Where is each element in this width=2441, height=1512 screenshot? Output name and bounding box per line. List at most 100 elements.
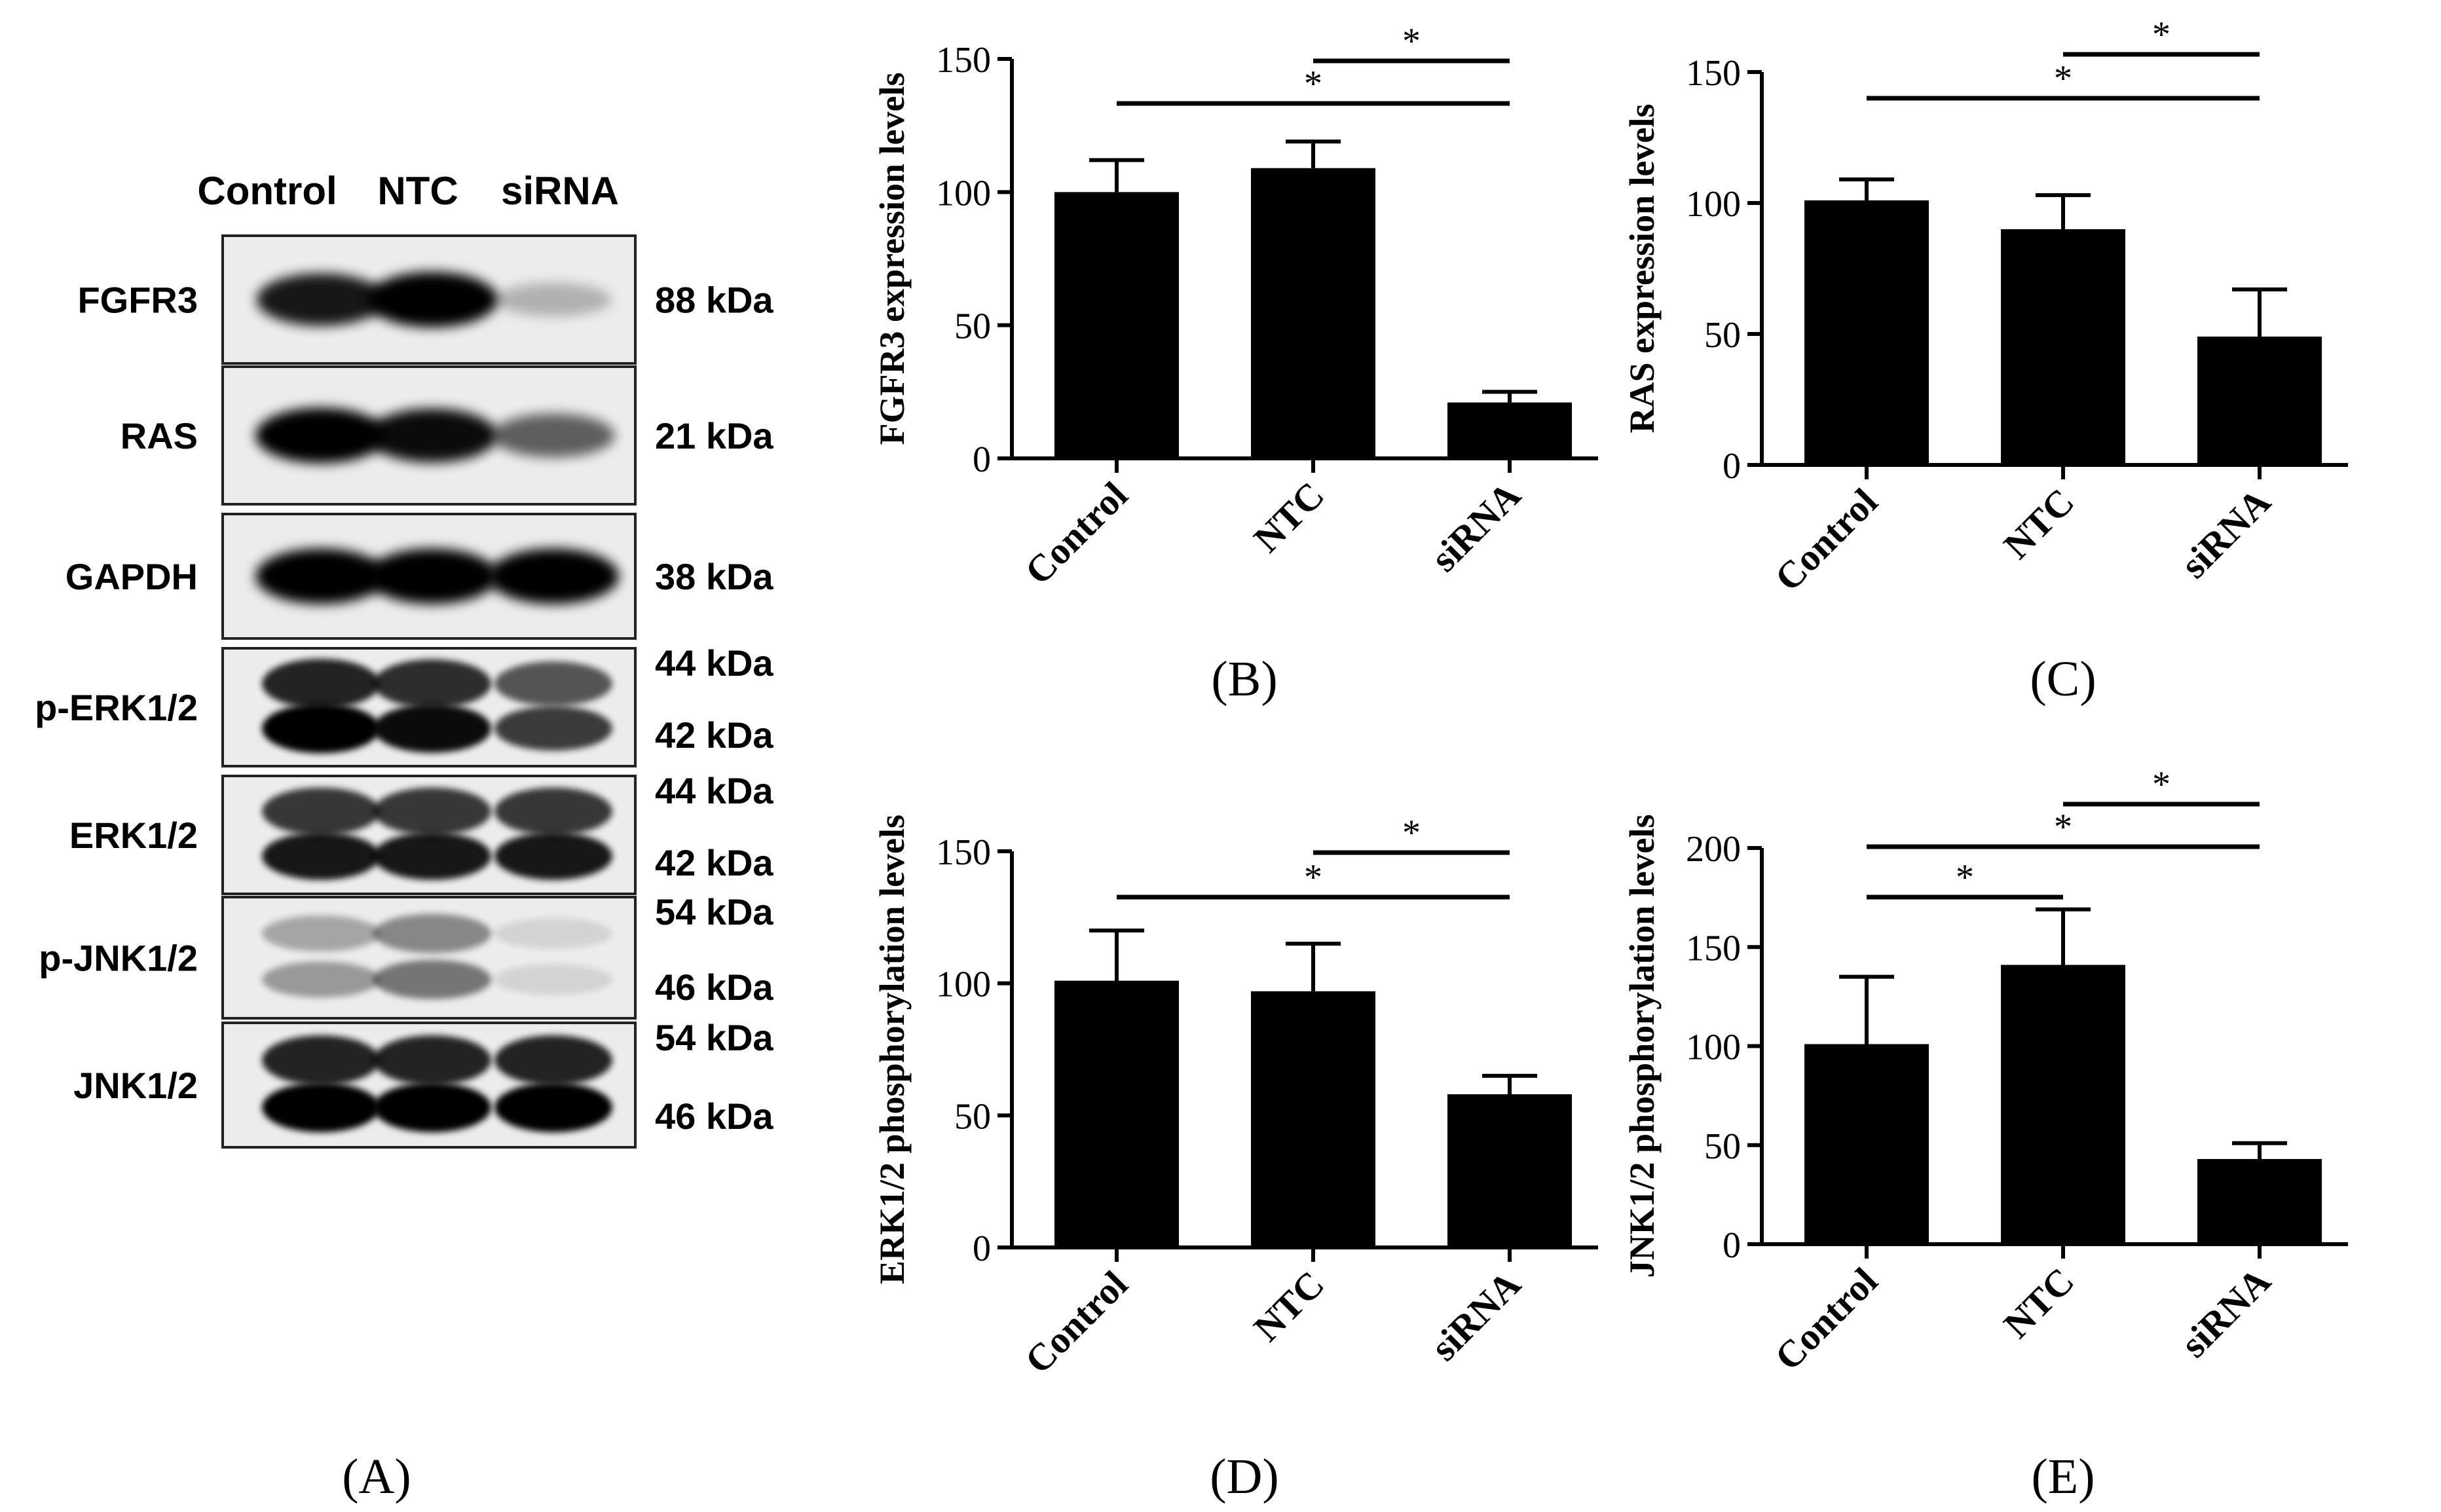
lane-header-ntc: NTC	[377, 169, 458, 213]
panel-label: (D)	[1210, 1449, 1279, 1504]
y-tick-label: 150	[936, 40, 991, 81]
x-tick-label-ntc: NTC	[1246, 473, 1333, 561]
y-tick-label: 0	[1723, 446, 1741, 487]
bar-sirna	[2197, 1158, 2322, 1244]
band-jnk1-2-lane-2-2	[373, 1082, 491, 1133]
panel-label: (B)	[1211, 652, 1277, 707]
bar-control	[1804, 200, 1929, 465]
mw-label-p-erk1-2-2: 42 kDa	[655, 714, 773, 756]
x-tick-label-ntc: NTC	[1996, 480, 2083, 567]
bar-sirna	[1447, 1094, 1572, 1247]
band-p-jnk1-2-lane-3-2	[494, 964, 612, 995]
band-ras-lane-3	[492, 413, 615, 458]
protein-label-erk1-2: ERK1/2	[69, 815, 198, 856]
band-ras-lane-2	[367, 408, 498, 463]
y-tick-label: 100	[1686, 184, 1741, 225]
mw-label-jnk1-2-1: 54 kDa	[655, 1017, 773, 1058]
band-erk1-2-lane-1-1	[262, 787, 380, 836]
panel-label-a: (A)	[342, 1449, 411, 1504]
mw-label-gapdh-1: 38 kDa	[655, 556, 773, 597]
band-erk1-2-lane-3-1	[494, 787, 612, 836]
band-ras-lane-1	[255, 407, 386, 464]
significance-star: *	[1304, 64, 1322, 104]
y-axis-label: RAS expression levels	[1622, 103, 1662, 433]
bar-chart-panels: 0 50 100 150 FGFR3 expression levels Control N…	[872, 14, 2348, 1504]
y-tick-label: 50	[954, 306, 991, 347]
bar-control	[1804, 1044, 1929, 1244]
band-p-jnk1-2-lane-3-1	[494, 917, 612, 950]
y-tick-label: 100	[936, 965, 991, 1005]
mw-label-jnk1-2-2: 46 kDa	[655, 1096, 773, 1137]
mw-label-p-jnk1-2-2: 46 kDa	[655, 967, 773, 1008]
band-jnk1-2-lane-2-1	[373, 1035, 491, 1085]
x-tick-label-control: Control	[1016, 473, 1136, 593]
protein-label-gapdh: GAPDH	[65, 556, 198, 597]
y-tick-label: 0	[973, 1228, 991, 1269]
y-tick-label: 100	[936, 173, 991, 213]
y-tick-label: 200	[1686, 829, 1741, 870]
significance-star: *	[2152, 14, 2171, 55]
band-p-erk1-2-lane-2-2	[373, 704, 491, 753]
mw-label-fgfr3-1: 88 kDa	[655, 280, 773, 321]
significance-star: *	[1402, 813, 1421, 853]
x-tick-label-sirna: siRNA	[2172, 1259, 2279, 1365]
x-tick-label-sirna: siRNA	[1423, 1263, 1529, 1369]
chart-d: 0 50 100 150 ERK1/2 phosphorylation levels Co…	[872, 813, 1598, 1504]
protein-label-ras: RAS	[121, 415, 198, 456]
band-p-erk1-2-lane-1-2	[262, 703, 380, 754]
band-fgfr3-lane-3	[495, 282, 612, 317]
y-tick-label: 150	[936, 832, 991, 873]
western-blot-panel: Control NTC siRNA FGFR3 88 kDa RAS 21 kDa GAPDH…	[35, 169, 773, 1504]
band-erk1-2-lane-3-2	[494, 832, 612, 880]
bar-sirna	[1447, 402, 1572, 458]
y-tick-label: 150	[1686, 53, 1741, 94]
y-axis-label: FGFR3 expression levels	[872, 73, 912, 445]
protein-label-p-erk1-2: p-ERK1/2	[35, 687, 198, 728]
band-jnk1-2-lane-1-1	[262, 1035, 380, 1085]
band-p-jnk1-2-lane-1-2	[262, 961, 380, 998]
band-fgfr3-lane-2	[367, 272, 498, 327]
band-p-jnk1-2-lane-2-2	[373, 959, 491, 999]
lane-header-control: Control	[197, 169, 337, 213]
significance-star: *	[1956, 857, 1974, 898]
significance-star: *	[2054, 807, 2072, 847]
x-tick-label-sirna: siRNA	[2172, 480, 2279, 586]
y-tick-label: 0	[1723, 1225, 1741, 1266]
mw-label-erk1-2-1: 44 kDa	[655, 770, 773, 811]
band-gapdh-lane-2	[367, 548, 498, 604]
bar-ntc	[1251, 991, 1375, 1247]
band-gapdh-lane-1	[255, 548, 386, 604]
band-p-jnk1-2-lane-1-1	[262, 915, 380, 952]
x-tick-label-control: Control	[1766, 1259, 1886, 1378]
panel-label: (C)	[2030, 652, 2096, 707]
x-tick-label-sirna: siRNA	[1423, 473, 1529, 580]
bar-ntc	[2001, 229, 2125, 465]
y-tick-label: 50	[1704, 1126, 1741, 1167]
y-tick-label: 100	[1686, 1027, 1741, 1068]
band-p-erk1-2-lane-3-2	[494, 706, 612, 751]
chart-e: 0 50 100 150 200 JNK1/2 phosphorylation level…	[1622, 764, 2348, 1504]
x-tick-label-control: Control	[1766, 480, 1886, 599]
bar-ntc	[2001, 965, 2125, 1244]
significance-star: *	[1304, 857, 1322, 898]
band-jnk1-2-lane-3-2	[494, 1082, 612, 1133]
band-p-jnk1-2-lane-2-1	[373, 913, 491, 953]
mw-label-p-erk1-2-1: 44 kDa	[655, 642, 773, 684]
protein-label-p-jnk1-2: p-JNK1/2	[39, 938, 198, 979]
lane-header-sirna: siRNA	[501, 169, 619, 213]
band-gapdh-lane-3	[488, 548, 619, 604]
band-p-erk1-2-lane-1-1	[262, 659, 380, 709]
chart-c: 0 50 100 150 RAS expression levels Control NTC…	[1622, 14, 2348, 707]
band-jnk1-2-lane-1-2	[262, 1082, 380, 1133]
protein-label-fgfr3: FGFR3	[77, 280, 198, 321]
y-axis-label: JNK1/2 phosphorylation levels	[1622, 814, 1662, 1278]
y-tick-label: 0	[973, 439, 991, 480]
y-tick-label: 50	[954, 1096, 991, 1137]
significance-star: *	[2152, 764, 2171, 805]
band-jnk1-2-lane-3-1	[494, 1035, 612, 1085]
band-erk1-2-lane-1-2	[262, 832, 380, 880]
mw-label-ras-1: 21 kDa	[655, 415, 773, 456]
x-tick-label-control: Control	[1016, 1263, 1136, 1382]
mw-label-p-jnk1-2-1: 54 kDa	[655, 891, 773, 932]
